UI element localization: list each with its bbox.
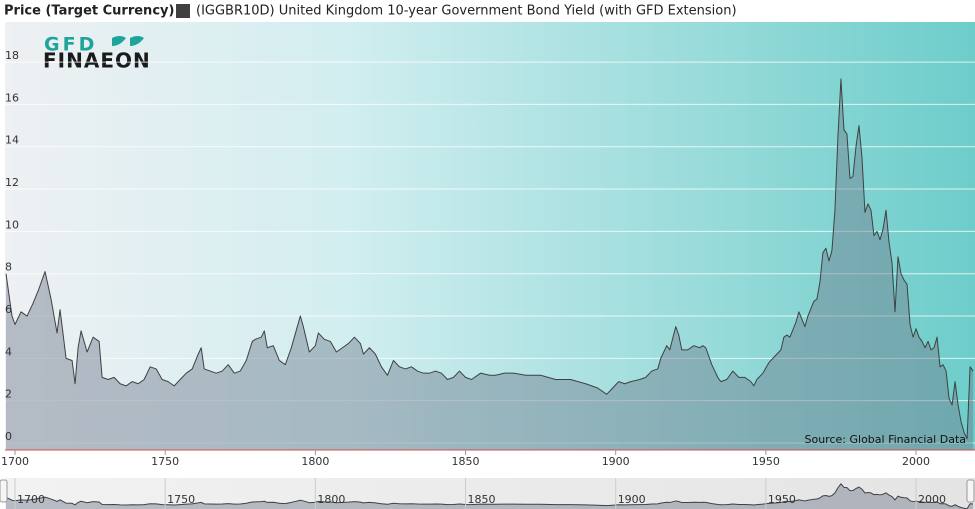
navigator-tick-label: 1700 (17, 493, 45, 506)
plot-background (5, 22, 975, 450)
y-tick-label: 16 (5, 91, 19, 104)
y-tick-label: 4 (5, 345, 12, 358)
navigator-handle-right[interactable] (966, 479, 975, 503)
navigator-tick-label: 1950 (768, 493, 796, 506)
x-tick-label: 1800 (301, 455, 329, 468)
navigator-tick-label: 1750 (167, 493, 195, 506)
y-tick-label: 8 (5, 261, 12, 274)
y-tick-label: 18 (5, 49, 19, 62)
source-note: Source: Global Financial Data (805, 433, 967, 446)
logo-bottom: FINAEON (43, 49, 151, 73)
navigator-tick-label: 1850 (468, 493, 496, 506)
y-tick-label: 6 (5, 303, 12, 316)
y-tick-label: 14 (5, 134, 19, 147)
navigator-tick-label: 2000 (918, 493, 946, 506)
navigator-line-fill (6, 483, 974, 509)
logo-leaves (112, 36, 144, 46)
legend-label[interactable]: (IGGBR10D) United Kingdom 10-year Govern… (196, 4, 737, 19)
y-tick-label: 2 (5, 388, 12, 401)
navigator-handle-left[interactable] (0, 479, 8, 503)
area-line (5, 78, 974, 440)
x-tick-label: 1700 (1, 455, 29, 468)
navigator-tick-label: 1800 (317, 493, 345, 506)
navigator-line (5, 483, 974, 509)
logo: GFD FINAEON (43, 34, 151, 73)
logo-top: GFD (44, 34, 97, 56)
x-tick-label: 1950 (752, 455, 780, 468)
legend-swatch (176, 4, 190, 18)
y-tick-label: 12 (5, 176, 19, 189)
y-axis-label: Price (Target Currency) (4, 4, 174, 19)
y-tick-label: 10 (5, 218, 19, 231)
x-tick-label: 1750 (151, 455, 179, 468)
x-tick-label: 1900 (602, 455, 630, 468)
navigator-tick-label: 1900 (618, 493, 646, 506)
y-tick-label: 0 (5, 430, 12, 443)
x-tick-label: 2000 (902, 455, 930, 468)
x-tick-label: 1850 (452, 455, 480, 468)
